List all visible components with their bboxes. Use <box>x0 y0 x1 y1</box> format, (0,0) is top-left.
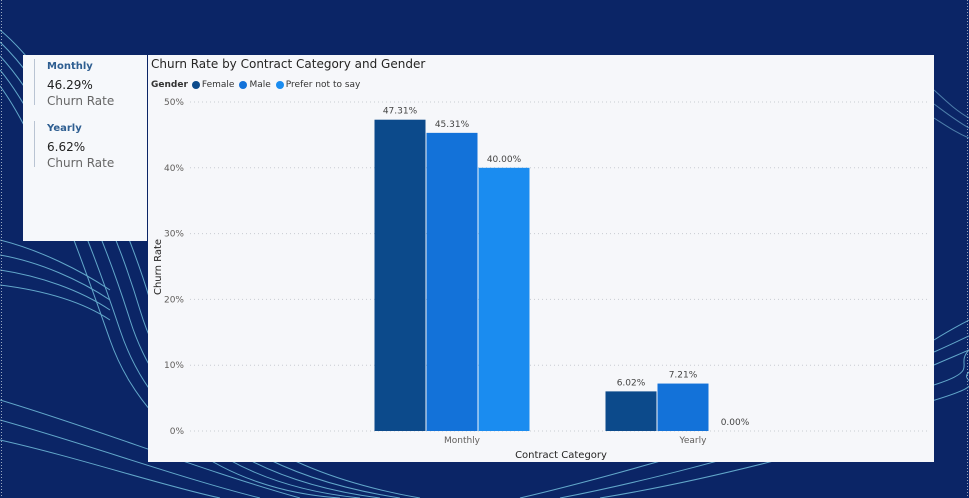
kpi-yearly: Yearly 6.62% Churn Rate <box>34 121 114 170</box>
right-edge-border <box>967 0 968 498</box>
kpi-value: 46.29% <box>47 78 93 92</box>
data-label: 6.02% <box>617 378 646 388</box>
legend-swatch <box>191 81 200 89</box>
y-tick-label: 10% <box>164 361 184 371</box>
kpi-card: Monthly 46.29% Churn Rate Yearly 6.62% C… <box>23 55 147 241</box>
kpi-subtitle: Churn Rate <box>47 94 115 108</box>
bar-prefer-not-to-say-monthly[interactable] <box>478 167 530 432</box>
bar-chart: 0% 10% 20% 30% 40% 50% 47.31% 45.31% 40.00% Month… <box>153 98 930 461</box>
bar-male-yearly[interactable] <box>657 383 709 431</box>
chart-title: Churn Rate by Contract Category and Gend… <box>151 57 426 71</box>
legend-swatch <box>275 81 284 89</box>
y-tick-label: 30% <box>164 230 184 240</box>
left-edge-border <box>1 0 2 498</box>
legend-swatch <box>239 81 248 89</box>
y-tick-label: 40% <box>164 164 184 174</box>
bar-female-yearly[interactable] <box>605 391 657 431</box>
data-label: 45.31% <box>435 120 470 130</box>
kpi-value: 6.62% <box>47 140 86 154</box>
data-label: 7.21% <box>669 371 698 381</box>
legend-item-male[interactable]: Male <box>239 80 271 90</box>
data-label: 0.00% <box>721 418 750 428</box>
x-tick-label: Yearly <box>679 436 708 446</box>
y-axis-title: Churn Rate <box>153 239 164 295</box>
kpi-subtitle: Churn Rate <box>47 156 115 170</box>
legend-label: Female <box>201 80 235 90</box>
legend-label: Male <box>249 80 271 90</box>
bar-female-monthly[interactable] <box>374 119 426 432</box>
bar-male-monthly[interactable] <box>426 132 478 431</box>
legend-item-female[interactable]: Female <box>191 80 235 90</box>
chart-legend: Gender Female Male Prefer not to say <box>151 80 365 90</box>
legend-item-prefer-not-to-say[interactable]: Prefer not to say <box>275 80 361 90</box>
data-label: 40.00% <box>487 155 522 165</box>
y-tick-label: 0% <box>170 427 185 437</box>
y-tick-label: 20% <box>164 295 184 305</box>
legend-label: Prefer not to say <box>285 80 361 90</box>
x-tick-label: Monthly <box>444 436 481 446</box>
kpi-title: Yearly <box>47 123 82 134</box>
legend-title: Gender <box>151 80 188 90</box>
kpi-title: Monthly <box>47 61 93 72</box>
x-axis-title: Contract Category <box>515 450 607 461</box>
y-tick-label: 50% <box>164 98 184 108</box>
kpi-monthly: Monthly 46.29% Churn Rate <box>34 59 114 108</box>
data-label: 47.31% <box>383 107 418 117</box>
chart-panel: 0% 10% 20% 30% 40% 50% 47.31% 45.31% 40.00% Month… <box>148 55 934 462</box>
